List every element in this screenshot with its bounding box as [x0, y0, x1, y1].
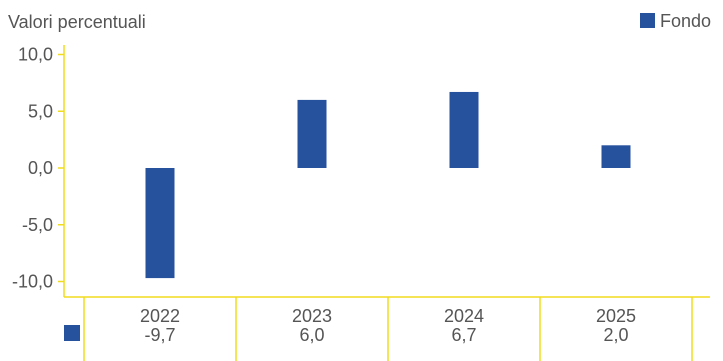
table-value-label: 2,0	[603, 325, 628, 345]
bar	[449, 91, 479, 168]
y-tick-label: 5,0	[28, 101, 53, 121]
x-category-label: 2023	[292, 306, 332, 326]
y-tick-label: 0,0	[28, 158, 53, 178]
y-tick-label: -5,0	[22, 215, 53, 235]
x-category-label: 2025	[596, 306, 636, 326]
y-tick-label: -10,0	[12, 272, 53, 292]
x-category-label: 2022	[140, 306, 180, 326]
table-value-label: -9,7	[144, 325, 175, 345]
bar	[297, 99, 327, 168]
legend-label: Fondo	[660, 11, 711, 31]
legend-swatch	[640, 13, 655, 28]
x-category-label: 2024	[444, 306, 484, 326]
table-value-label: 6,7	[451, 325, 476, 345]
table-value-label: 6,0	[299, 325, 324, 345]
bar	[601, 145, 631, 168]
bar	[145, 168, 175, 279]
table-series-swatch	[64, 325, 80, 341]
y-axis-title: Valori percentuali	[8, 12, 146, 32]
y-tick-label: 10,0	[18, 45, 53, 65]
